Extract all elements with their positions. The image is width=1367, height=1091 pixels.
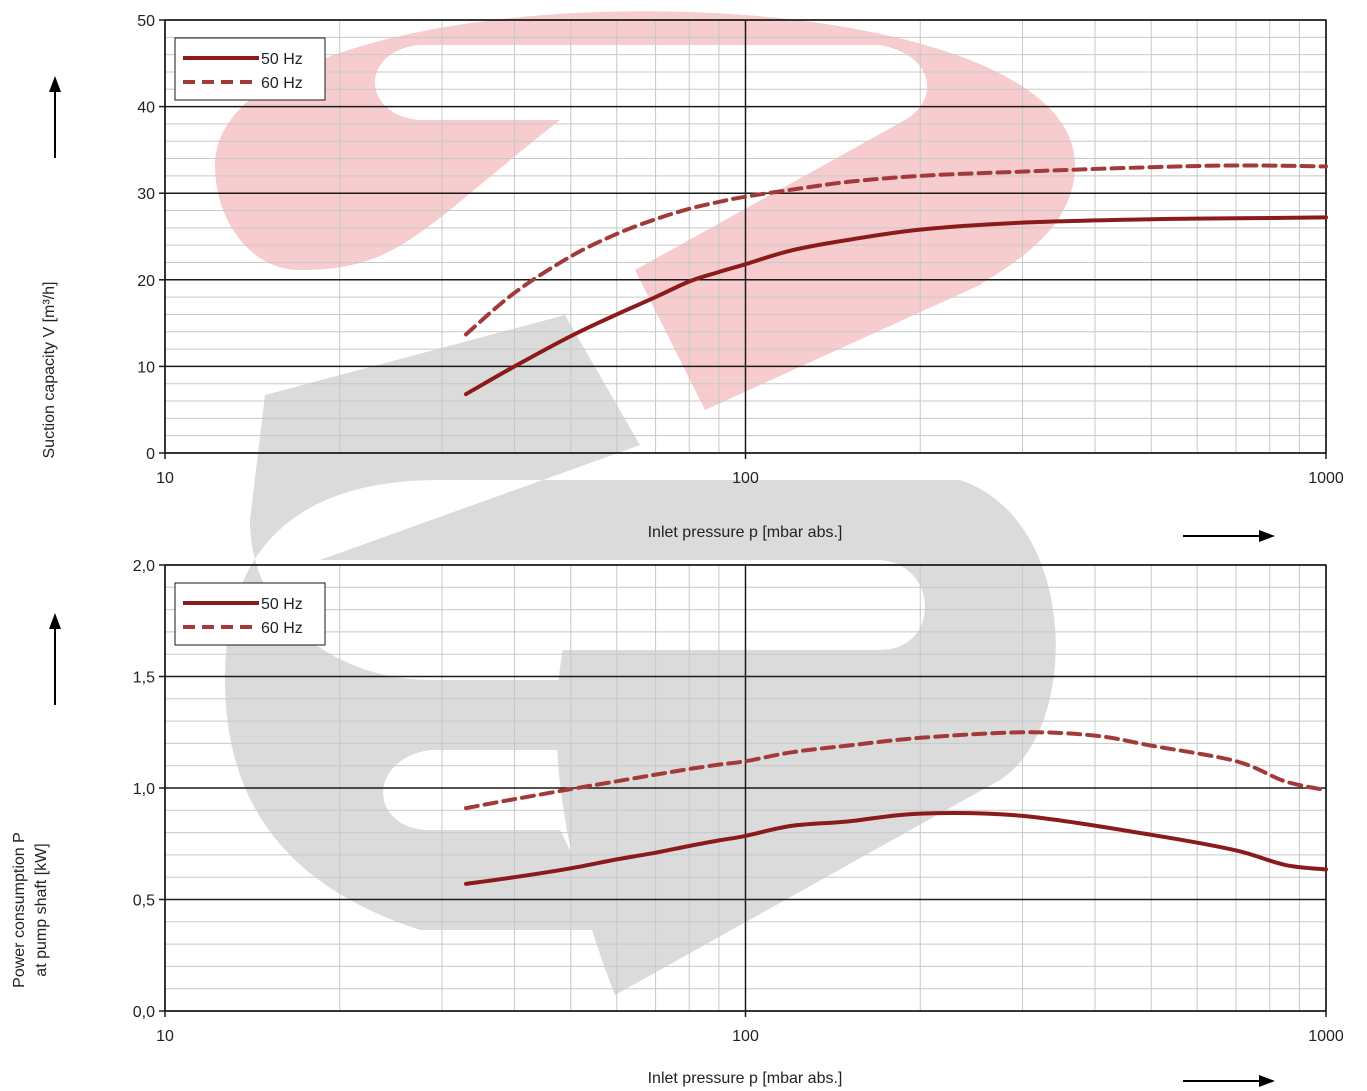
suction-chart-y-ticks: 0 10 20 30 40 50 <box>137 13 155 463</box>
y-tick-label: 50 <box>137 13 155 30</box>
y-tick-label: 0,0 <box>133 1004 155 1021</box>
watermark-gray-inner <box>370 560 925 650</box>
power-axis-label-line-1: Power consumption P <box>11 832 28 988</box>
series-line-60-hz <box>464 163 1328 337</box>
suction-chart-x-ticks: 10 100 1000 <box>156 470 1344 487</box>
y-tick-label: 0,5 <box>133 893 155 910</box>
x-tick-label: 100 <box>732 1028 759 1045</box>
y-tick-label: 40 <box>137 100 155 117</box>
right-arrow-head <box>1259 1075 1275 1087</box>
series-line-60-hz <box>464 730 1328 811</box>
power-axis-label-line-2: at pump shaft [kW] <box>33 843 50 976</box>
plot-frame <box>164 564 1327 1012</box>
series-line-50-hz <box>464 215 1328 397</box>
power-chart-grid <box>159 564 1327 1017</box>
watermark-red-shape <box>215 11 1075 410</box>
legend-box <box>174 37 326 101</box>
power-chart-legend: 50 Hz 60 Hz <box>174 582 326 646</box>
plot-frame <box>164 19 1327 454</box>
right-arrow-head <box>1259 530 1275 542</box>
up-arrow-head <box>49 613 61 629</box>
y-tick-label: 30 <box>137 186 155 203</box>
direction-arrows <box>49 76 1275 1087</box>
y-tick-label: 20 <box>137 273 155 290</box>
y-tick-label: 1,5 <box>133 670 155 687</box>
suction-chart-curves <box>464 163 1328 397</box>
legend-box <box>174 582 326 646</box>
x-tick-label: 1000 <box>1308 1028 1344 1045</box>
legend-label: 60 Hz <box>261 75 303 92</box>
y-tick-label: 0 <box>146 446 155 463</box>
legend-label: 60 Hz <box>261 620 303 637</box>
brand-watermark-logo <box>215 11 1075 995</box>
x-tick-label: 1000 <box>1308 470 1344 487</box>
suction-chart-legend: 50 Hz 60 Hz <box>174 37 326 101</box>
y-tick-label: 2,0 <box>133 558 155 575</box>
power-chart-y-ticks: 0,0 0,5 1,0 1,5 2,0 <box>133 558 155 1021</box>
up-arrow-head <box>49 76 61 92</box>
power-chart-x-axis-label: Inlet pressure p [mbar abs.] <box>648 1070 843 1087</box>
legend-label: 50 Hz <box>261 596 303 613</box>
legend-label: 50 Hz <box>261 51 303 68</box>
watermark-gray-shape <box>225 315 1056 995</box>
y-tick-label: 10 <box>137 359 155 376</box>
series-line-50-hz <box>464 810 1328 886</box>
x-tick-label: 100 <box>732 470 759 487</box>
suction-capacity-axis-label: Suction capacity V [m³/h] <box>41 282 58 459</box>
power-chart-x-ticks: 10 100 1000 <box>156 1028 1344 1045</box>
suction-chart-grid <box>159 19 1327 459</box>
x-tick-label: 10 <box>156 470 174 487</box>
suction-chart-x-axis-label: Inlet pressure p [mbar abs.] <box>648 524 843 541</box>
power-chart-curves <box>464 730 1328 886</box>
x-tick-label: 10 <box>156 1028 174 1045</box>
y-tick-label: 1,0 <box>133 781 155 798</box>
power-consumption-chart: 10 100 1000 0,0 0,5 1,0 1,5 2,0 50 Hz 60 Hz <box>133 558 1344 1045</box>
